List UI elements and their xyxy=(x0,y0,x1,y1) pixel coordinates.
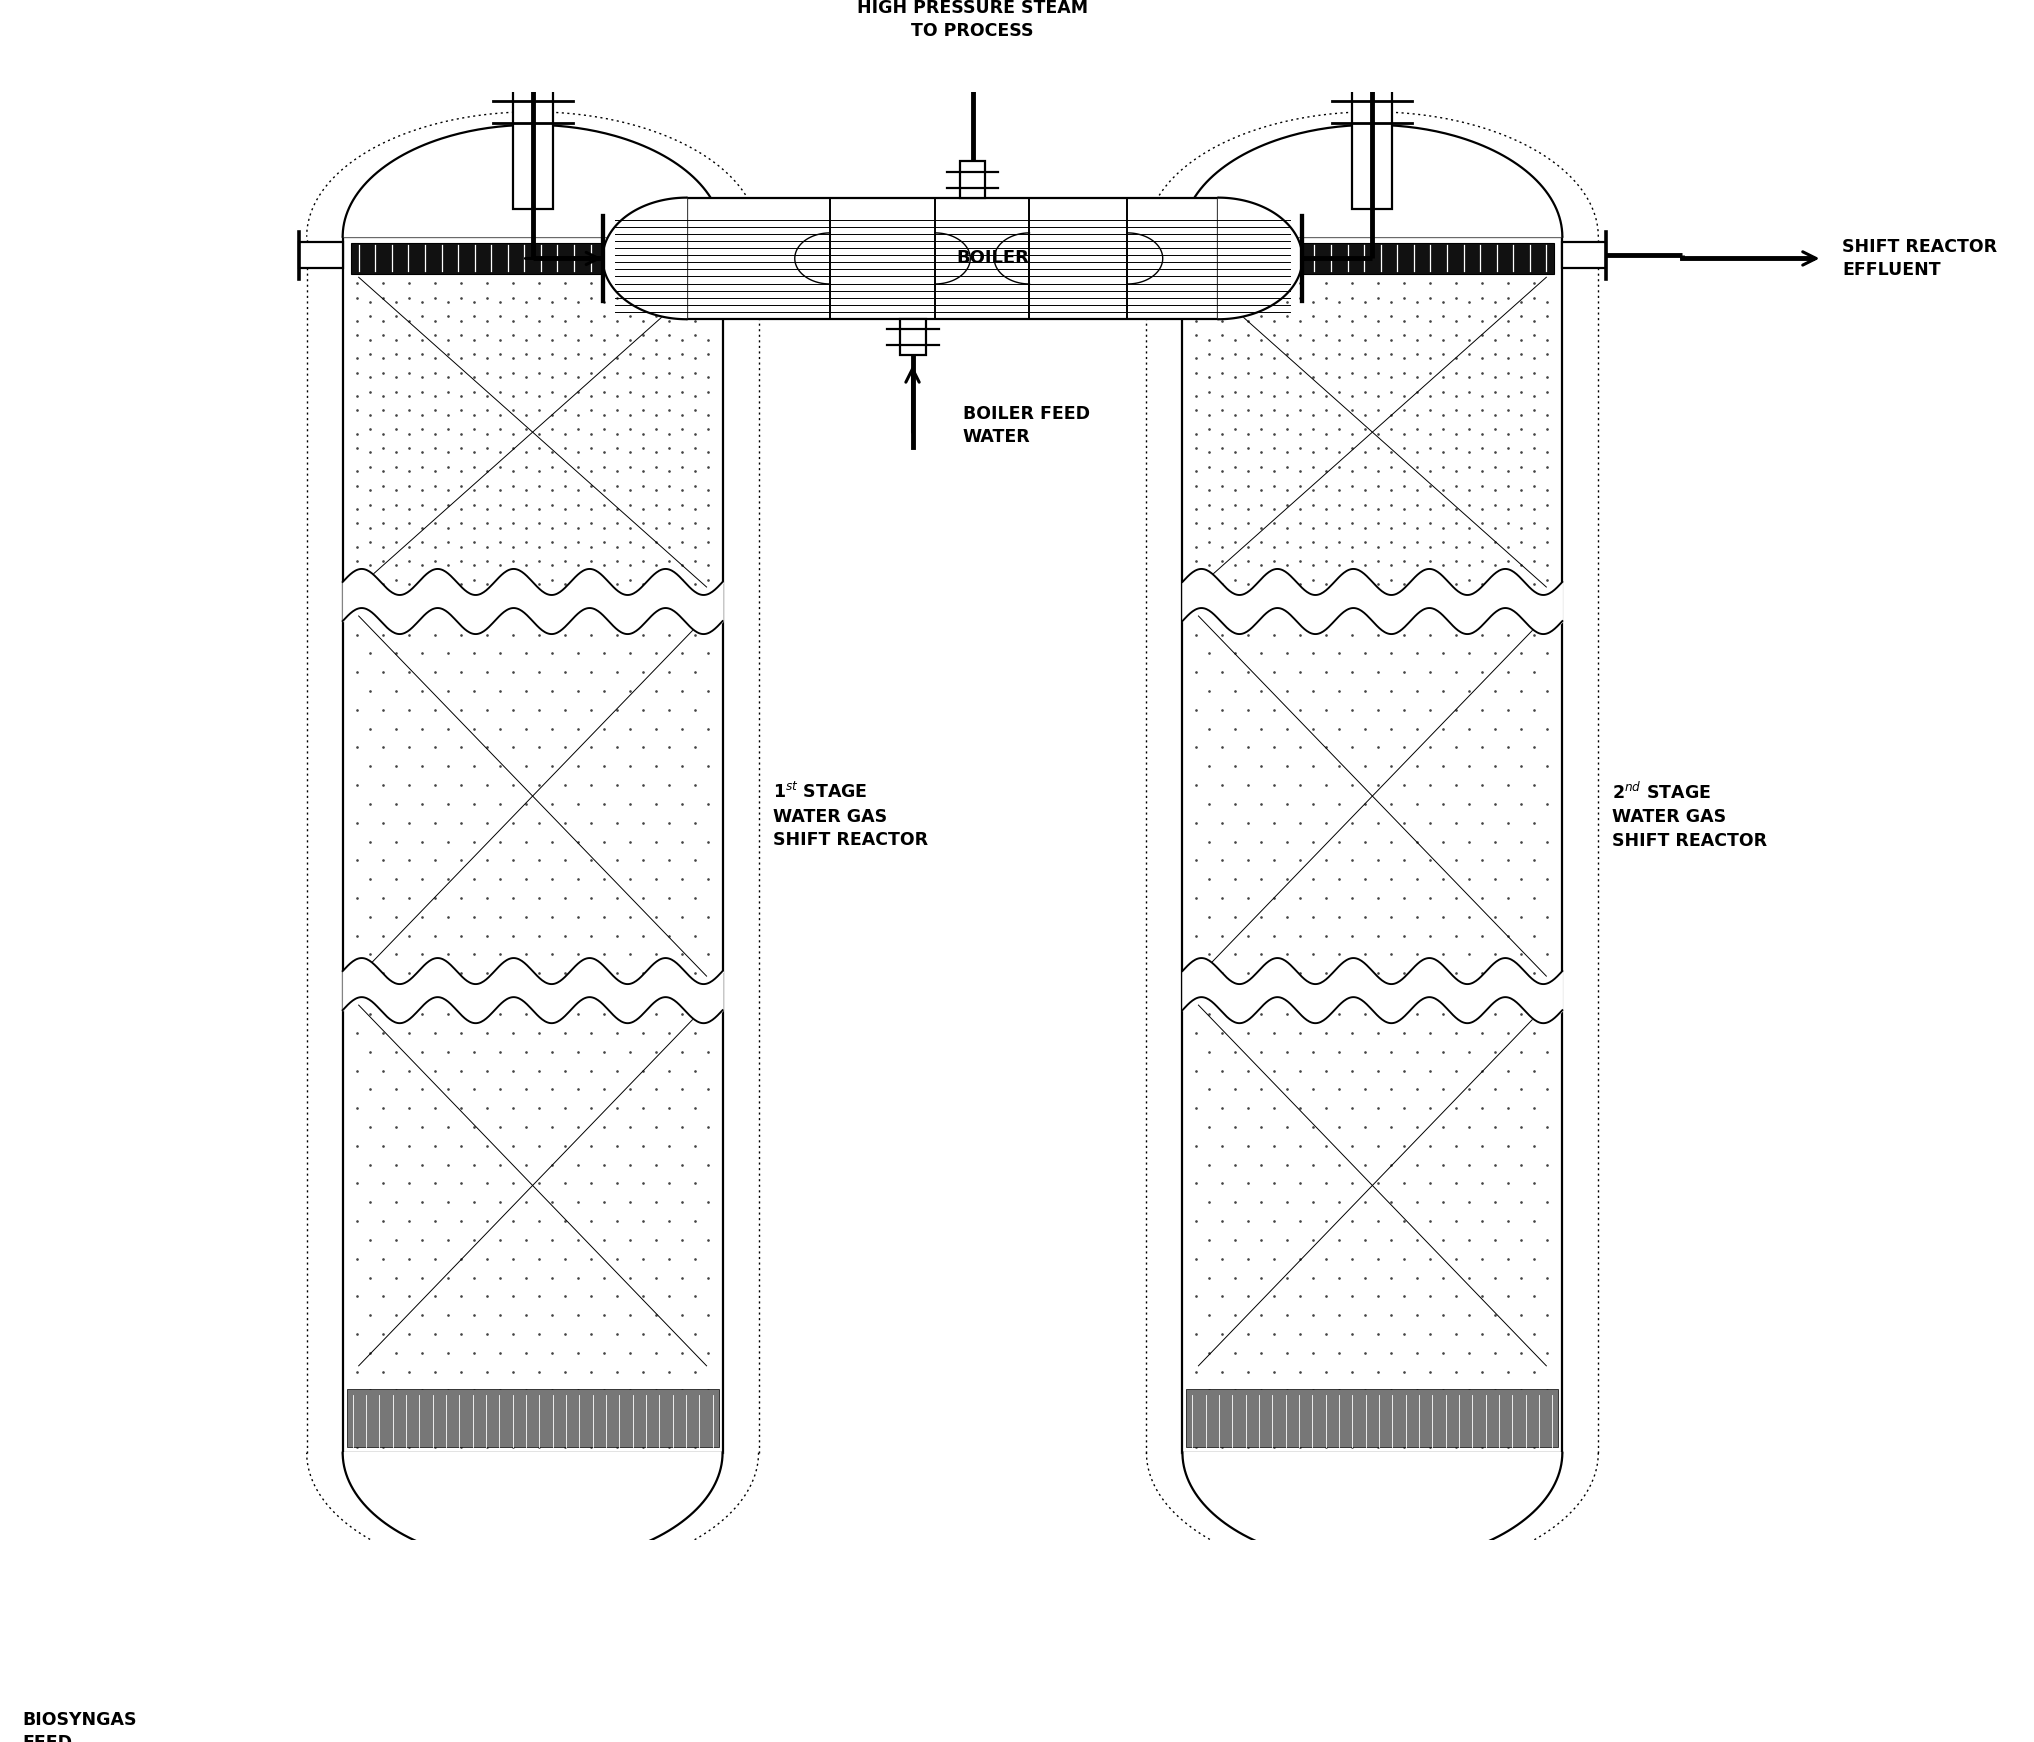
Bar xyxy=(350,242,714,273)
Bar xyxy=(1139,242,1182,268)
Polygon shape xyxy=(1182,1453,1562,1564)
Polygon shape xyxy=(1182,125,1562,237)
Bar xyxy=(960,162,986,197)
Polygon shape xyxy=(1218,197,1302,319)
Bar xyxy=(1562,242,1607,268)
Polygon shape xyxy=(342,1453,722,1564)
Text: SHIFT REACTOR
EFFLUENT: SHIFT REACTOR EFFLUENT xyxy=(1843,239,1997,279)
Bar xyxy=(1353,84,1393,209)
Bar xyxy=(513,84,553,209)
Bar xyxy=(687,197,1218,319)
Bar xyxy=(899,319,925,355)
Bar xyxy=(570,1599,616,1613)
Bar xyxy=(722,242,767,268)
Text: HIGH PRESSURE STEAM
TO PROCESS: HIGH PRESSURE STEAM TO PROCESS xyxy=(856,0,1088,40)
Text: 2$^{nd}$ STAGE
WATER GAS
SHIFT REACTOR: 2$^{nd}$ STAGE WATER GAS SHIFT REACTOR xyxy=(1613,782,1768,850)
Bar xyxy=(342,237,722,1453)
Text: BIOSYNGAS
FEED: BIOSYNGAS FEED xyxy=(22,1711,136,1742)
Bar xyxy=(346,1388,718,1448)
Bar xyxy=(1190,242,1554,273)
Bar xyxy=(1182,237,1562,1453)
Bar xyxy=(1353,1545,1393,1599)
Bar xyxy=(513,1545,553,1599)
Text: BOILER FEED
WATER: BOILER FEED WATER xyxy=(962,404,1090,446)
Polygon shape xyxy=(602,197,687,319)
Text: 1$^{st}$ STAGE
WATER GAS
SHIFT REACTOR: 1$^{st}$ STAGE WATER GAS SHIFT REACTOR xyxy=(773,782,928,850)
Bar xyxy=(299,242,342,268)
Text: BOILER: BOILER xyxy=(956,249,1029,268)
Bar xyxy=(1186,1388,1558,1448)
Polygon shape xyxy=(342,125,722,237)
Bar xyxy=(450,1599,496,1613)
Bar xyxy=(1408,1599,1456,1613)
Bar xyxy=(1288,1599,1336,1613)
